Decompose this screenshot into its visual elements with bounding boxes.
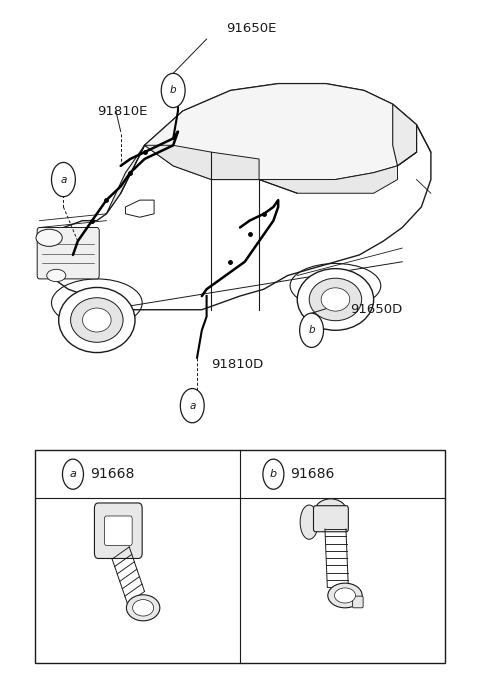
Polygon shape — [259, 166, 397, 193]
Text: 91650D: 91650D — [350, 303, 402, 316]
Polygon shape — [107, 145, 144, 214]
Polygon shape — [393, 104, 417, 166]
Circle shape — [300, 313, 324, 347]
Text: b: b — [270, 469, 277, 480]
FancyBboxPatch shape — [105, 516, 132, 546]
Text: 91668: 91668 — [90, 467, 134, 481]
Ellipse shape — [297, 268, 373, 330]
Ellipse shape — [300, 505, 318, 539]
Ellipse shape — [59, 288, 135, 352]
Ellipse shape — [71, 298, 123, 343]
Text: b: b — [170, 85, 177, 96]
FancyBboxPatch shape — [353, 596, 363, 608]
Circle shape — [263, 459, 284, 489]
Polygon shape — [39, 84, 431, 310]
Text: b: b — [308, 325, 315, 335]
FancyBboxPatch shape — [37, 228, 99, 279]
Polygon shape — [125, 200, 154, 217]
Bar — [35, 450, 445, 663]
Circle shape — [180, 389, 204, 423]
Polygon shape — [144, 145, 259, 180]
Ellipse shape — [47, 269, 66, 281]
FancyBboxPatch shape — [95, 503, 142, 559]
Ellipse shape — [36, 229, 62, 246]
Ellipse shape — [321, 288, 350, 311]
Circle shape — [62, 459, 84, 489]
Text: a: a — [60, 175, 67, 184]
Text: 91650E: 91650E — [226, 22, 276, 35]
Circle shape — [51, 162, 75, 197]
Text: 91686: 91686 — [290, 467, 335, 481]
Ellipse shape — [126, 595, 160, 621]
Ellipse shape — [83, 308, 111, 332]
Ellipse shape — [132, 599, 154, 616]
Circle shape — [161, 74, 185, 107]
Ellipse shape — [309, 278, 362, 321]
Text: 91810E: 91810E — [97, 105, 147, 118]
Ellipse shape — [314, 499, 347, 525]
Polygon shape — [144, 84, 417, 180]
FancyBboxPatch shape — [313, 506, 348, 532]
Text: a: a — [70, 469, 76, 480]
Text: a: a — [189, 400, 195, 411]
Ellipse shape — [328, 583, 362, 608]
Text: 91810D: 91810D — [211, 358, 264, 371]
Ellipse shape — [335, 588, 356, 603]
